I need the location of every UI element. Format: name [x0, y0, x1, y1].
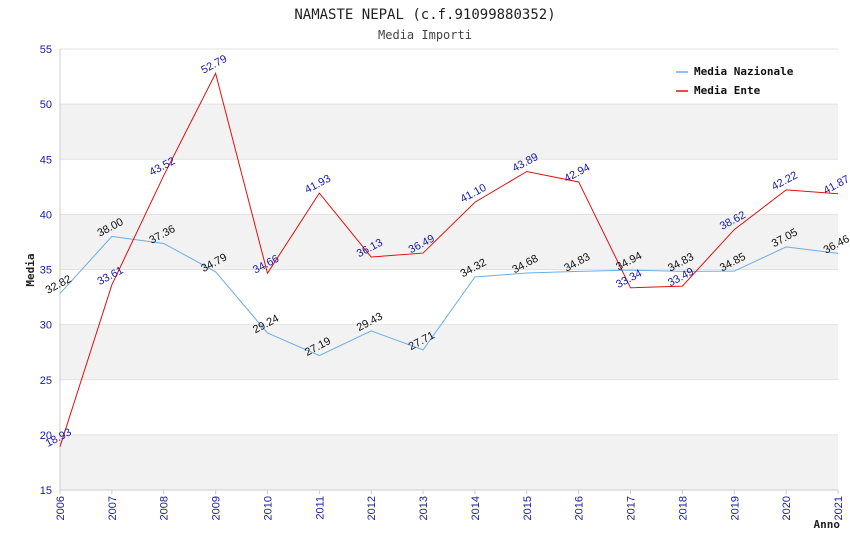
series-line-media-nazionale — [59, 235, 839, 357]
y-tick-label: 15 — [40, 485, 52, 497]
legend: Media Nazionale Media Ente — [670, 60, 810, 102]
x-tick-label: 2018 — [677, 496, 689, 520]
x-tick-label: 2017 — [626, 496, 638, 520]
y-tick-label: 30 — [40, 320, 52, 332]
y-tick-label: 25 — [40, 375, 52, 387]
chart-title: NAMASTE NEPAL (c.f.91099880352) — [294, 7, 555, 23]
y-tick-label: 20 — [40, 430, 52, 442]
legend-box — [670, 60, 810, 102]
data-label: 32.82 — [44, 273, 74, 297]
data-label: 41.10 — [459, 182, 489, 206]
x-tick-label: 2010 — [262, 496, 274, 520]
y-tick-label: 45 — [40, 154, 52, 166]
data-label: 52.79 — [199, 53, 229, 77]
y-axis-label: Media — [24, 253, 37, 286]
y-tick-label: 50 — [40, 99, 52, 111]
grid-bands — [59, 48, 838, 491]
grid-band — [60, 434, 838, 490]
x-tick-label: 2012 — [366, 496, 378, 520]
x-tick-label: 2019 — [729, 496, 741, 520]
grid-band — [60, 324, 838, 380]
data-label: 42.22 — [770, 169, 800, 193]
x-tick-label: 2014 — [470, 496, 482, 520]
series-lines — [59, 71, 839, 447]
data-label: 41.93 — [303, 173, 333, 197]
x-axis-label: Anno — [814, 518, 841, 531]
legend-label-media-nazionale: Media Nazionale — [694, 65, 794, 78]
chart-subtitle: Media Importi — [378, 28, 472, 42]
x-tick-label: 2013 — [418, 496, 430, 520]
series-line-media-ente — [59, 71, 839, 447]
x-tick-label: 2011 — [314, 496, 326, 520]
grid-band — [60, 214, 838, 270]
grid-band — [60, 104, 838, 160]
x-tick-label: 2015 — [522, 496, 534, 520]
y-axis-ticks: 15 20 25 30 35 40 45 50 55 — [40, 44, 52, 497]
x-tick-label: 2009 — [211, 496, 223, 520]
x-tick-label: 2016 — [574, 496, 586, 520]
x-tick-label: 2021 — [833, 496, 845, 520]
x-axis-ticks: 2006 2007 2008 2009 2010 2011 2012 2013 2014 2015… — [55, 490, 845, 520]
y-tick-label: 40 — [40, 209, 52, 221]
y-tick-label: 35 — [40, 265, 52, 277]
x-tick-label: 2006 — [55, 496, 67, 520]
y-tick-label: 55 — [40, 44, 52, 56]
x-tick-label: 2008 — [159, 496, 171, 520]
x-tick-label: 2007 — [107, 496, 119, 520]
legend-label-media-ente: Media Ente — [694, 84, 761, 97]
x-tick-label: 2020 — [781, 496, 793, 520]
